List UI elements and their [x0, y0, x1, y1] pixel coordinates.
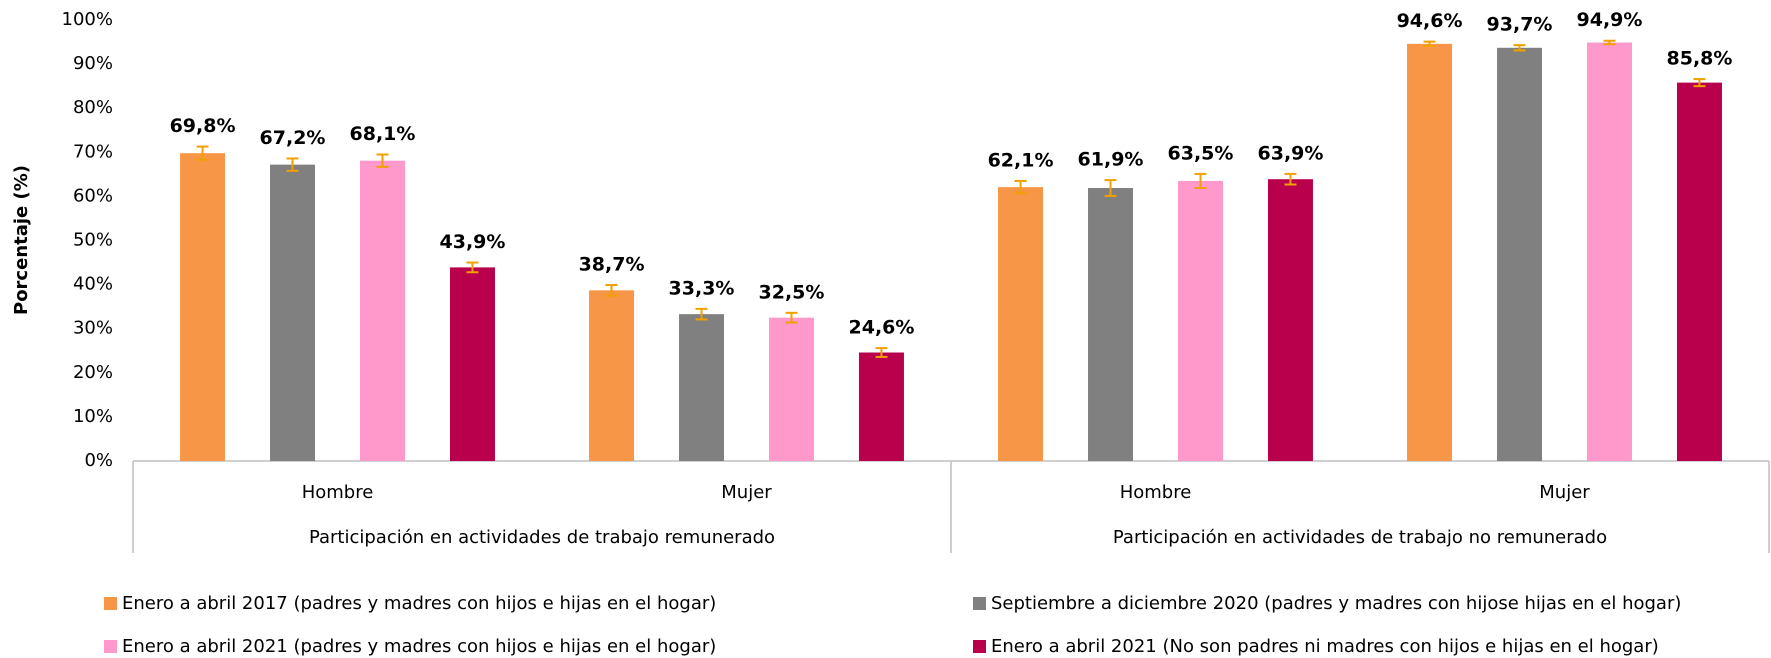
bar [1177, 180, 1223, 461]
bar [1586, 42, 1632, 462]
value-label: 94,6% [1397, 10, 1463, 32]
value-label: 43,9% [440, 231, 506, 253]
group-label: Participación en actividades de trabajo … [309, 527, 775, 548]
value-label: 85,8% [1667, 48, 1733, 70]
bar [180, 153, 226, 461]
group-label: Participación en actividades de trabajo … [1113, 527, 1607, 548]
value-label: 32,5% [759, 281, 825, 303]
value-label: 61,9% [1078, 149, 1144, 171]
value-label: 38,7% [579, 254, 645, 276]
legend-swatch [973, 597, 986, 610]
legend-label: Enero a abril 2021 (No son padres ni mad… [991, 636, 1659, 657]
value-label: 93,7% [1487, 14, 1553, 36]
y-tick-label: 70% [73, 141, 113, 162]
bar [1267, 179, 1313, 462]
bar [858, 352, 904, 461]
x-tick-label: Hombre [1120, 482, 1192, 503]
legend-swatch [104, 640, 117, 653]
y-tick-label: 90% [73, 53, 113, 74]
value-label: 94,9% [1577, 9, 1643, 31]
bar [449, 267, 495, 461]
value-label: 63,5% [1168, 142, 1234, 164]
legend-swatch [973, 640, 986, 653]
y-tick-label: 80% [73, 97, 113, 118]
x-tick-label: Mujer [721, 482, 772, 503]
y-axis-label: Porcentaje (%) [11, 165, 32, 315]
y-tick-label: 50% [73, 230, 113, 251]
bar [998, 187, 1044, 461]
y-tick-label: 20% [73, 362, 113, 383]
value-label: 63,9% [1258, 142, 1324, 164]
y-tick-label: 10% [73, 406, 113, 427]
value-label: 68,1% [350, 123, 416, 145]
bar [1407, 43, 1453, 462]
value-label: 62,1% [988, 149, 1054, 171]
legend-swatch [104, 597, 117, 610]
y-tick-label: 0% [84, 450, 113, 471]
bar [679, 314, 725, 461]
bar [270, 164, 316, 461]
value-label: 33,3% [669, 277, 735, 299]
value-label: 24,6% [849, 317, 915, 339]
bar [768, 317, 814, 461]
value-label: 67,2% [260, 127, 326, 149]
bar [1676, 82, 1722, 461]
y-tick-label: 40% [73, 274, 113, 295]
x-tick-label: Hombre [302, 482, 374, 503]
x-tick-label: Mujer [1539, 482, 1590, 503]
bar [1497, 47, 1543, 462]
value-label: 69,8% [170, 115, 236, 137]
bar [589, 290, 635, 461]
y-tick-label: 60% [73, 185, 113, 206]
legend-label: Septiembre a diciembre 2020 (padres y ma… [991, 593, 1681, 614]
legend-label: Enero a abril 2021 (padres y madres con … [122, 636, 716, 657]
bar [1088, 188, 1134, 461]
y-tick-label: 30% [73, 318, 113, 339]
legend-label: Enero a abril 2017 (padres y madres con … [122, 593, 716, 614]
y-tick-label: 100% [62, 9, 113, 30]
bar [359, 160, 405, 461]
